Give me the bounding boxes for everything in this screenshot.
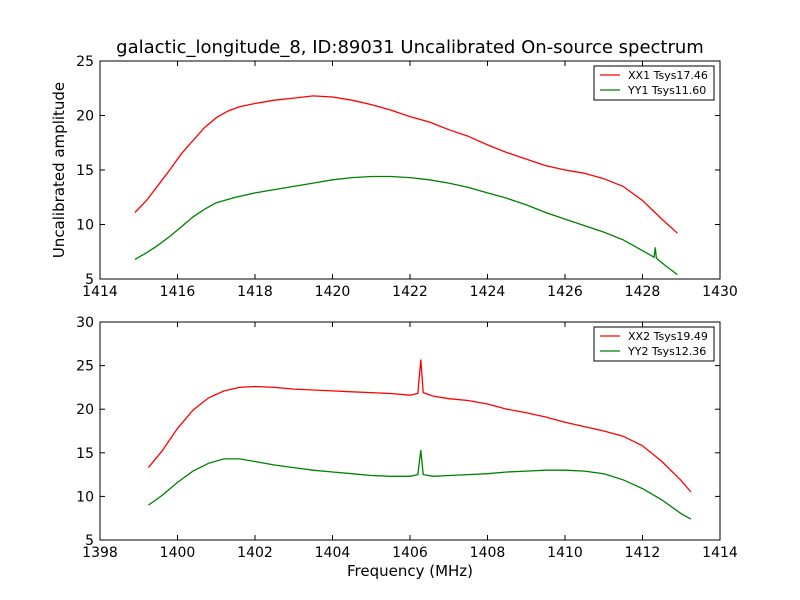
x-tick-label: 1420 — [315, 284, 351, 300]
panel-2: 1398 1400 1402 1404 1406 1408 1410 1412 1414 5 10 1… — [76, 315, 738, 580]
legend-box — [593, 65, 715, 101]
y-tick-label: 10 — [76, 489, 94, 505]
x-tick-label: 1398 — [82, 545, 118, 561]
x-tick-label: 1430 — [702, 284, 738, 300]
y-tick-label: 20 — [76, 402, 94, 418]
panel-1: 1414 1416 1418 1420 1422 1424 1426 1428 1430 5 10 1… — [50, 54, 738, 300]
series-line-2-2 — [148, 450, 692, 520]
chart-title: galactic_longitude_8, ID:89031 Uncalibra… — [116, 37, 704, 58]
x-tick-label: 1428 — [625, 284, 661, 300]
series-line-1-2 — [134, 175, 678, 276]
legend-box — [593, 326, 715, 362]
y-axis-label: Uncalibrated amplitude — [50, 82, 68, 258]
legend: XX1 Tsys17.46 YY1 Tsys11.60 — [593, 65, 715, 101]
x-tick-label: 1414 — [82, 284, 118, 300]
y-tick-label: 20 — [76, 109, 94, 125]
x-tick-label: 1410 — [547, 545, 583, 561]
legend-label: XX1 Tsys17.46 — [628, 69, 708, 82]
y-tick-label: 25 — [76, 54, 94, 70]
x-tick-label: 1422 — [392, 284, 428, 300]
series-line-1-1 — [134, 95, 678, 234]
x-tick-label: 1416 — [160, 284, 196, 300]
y-tick-label: 15 — [76, 446, 94, 462]
x-tick-label: 1418 — [237, 284, 273, 300]
legend-label: YY1 Tsys11.60 — [627, 84, 706, 97]
y-tick-label: 10 — [76, 218, 94, 234]
x-tick-label: 1404 — [315, 545, 351, 561]
y-tick-label: 5 — [85, 272, 94, 288]
y-tick-label: 5 — [85, 533, 94, 549]
x-tick-label: 1402 — [237, 545, 273, 561]
x-axis-label: Frequency (MHz) — [347, 562, 473, 580]
x-tick-label: 1408 — [470, 545, 506, 561]
x-tick-label: 1426 — [547, 284, 583, 300]
series-line-2-1 — [147, 359, 692, 493]
y-tick-label: 15 — [76, 163, 94, 179]
x-tick-label: 1414 — [702, 545, 738, 561]
y-tick-label: 25 — [76, 359, 94, 375]
x-tick-label: 1424 — [470, 284, 506, 300]
legend: XX2 Tsys19.49 YY2 Tsys12.36 — [593, 326, 715, 362]
y-tick-label: 30 — [76, 315, 94, 331]
legend-label: YY2 Tsys12.36 — [627, 345, 706, 358]
x-tick-label: 1406 — [392, 545, 428, 561]
legend-label: XX2 Tsys19.49 — [628, 330, 708, 343]
x-tick-label: 1400 — [160, 545, 196, 561]
x-tick-label: 1412 — [625, 545, 661, 561]
